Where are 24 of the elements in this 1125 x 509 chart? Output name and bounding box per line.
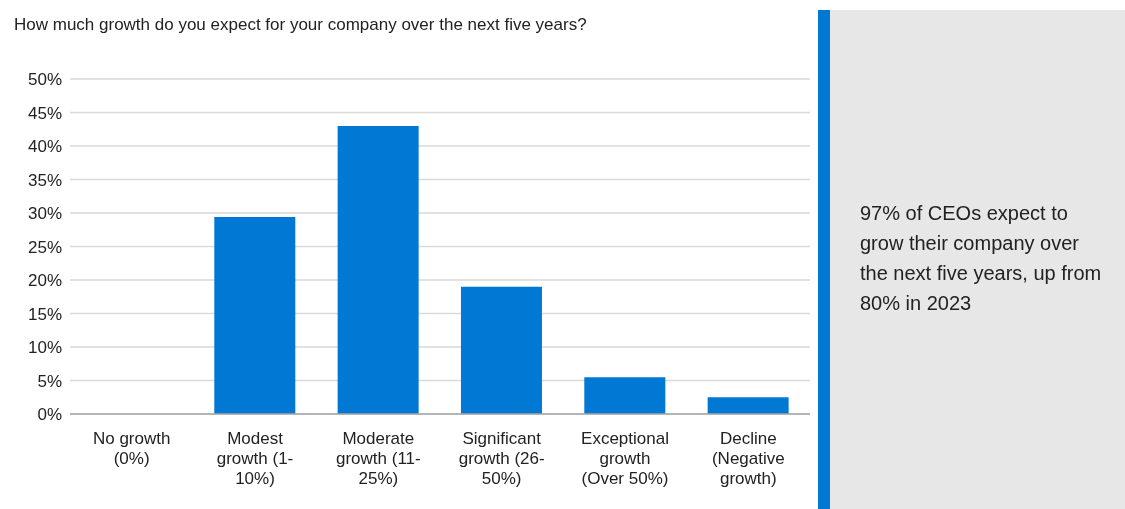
x-tick-label: Moderate growth (11-25%)	[335, 429, 421, 488]
x-tick-label: Significant growth (26-50%)	[458, 429, 545, 488]
y-tick-label: 10%	[27, 338, 62, 358]
text: 97% of CEOs expect to grow their company over the next five years, up from 80% in 2023	[860, 201, 1103, 316]
y-tick-label: 45%	[27, 103, 62, 123]
y-tick-label: 5%	[37, 371, 62, 391]
bar	[214, 217, 296, 414]
x-tick-label: Modest growth (1-10%)	[216, 429, 294, 488]
bar	[460, 286, 542, 414]
y-tick-label: 40%	[27, 137, 62, 157]
x-tick-label: Decline (Negative growth)	[711, 429, 785, 488]
x-tick-label: No growth (0%)	[92, 429, 171, 468]
chart-title: How much growth do you expect for your company over the next five years?	[14, 14, 588, 36]
y-tick-label: 25%	[27, 237, 62, 257]
y-tick-label: 30%	[27, 204, 62, 224]
x-tick-label: Exceptional growth (Over 50%)	[581, 429, 669, 488]
y-tick-label: 15%	[27, 304, 62, 324]
bar	[707, 397, 789, 414]
bar	[584, 377, 666, 414]
y-tick-label: 35%	[27, 170, 62, 190]
y-tick-label: 20%	[27, 271, 62, 291]
y-tick-label: 50%	[27, 70, 62, 90]
bar	[337, 125, 419, 414]
y-tick-label: 0%	[37, 405, 62, 425]
